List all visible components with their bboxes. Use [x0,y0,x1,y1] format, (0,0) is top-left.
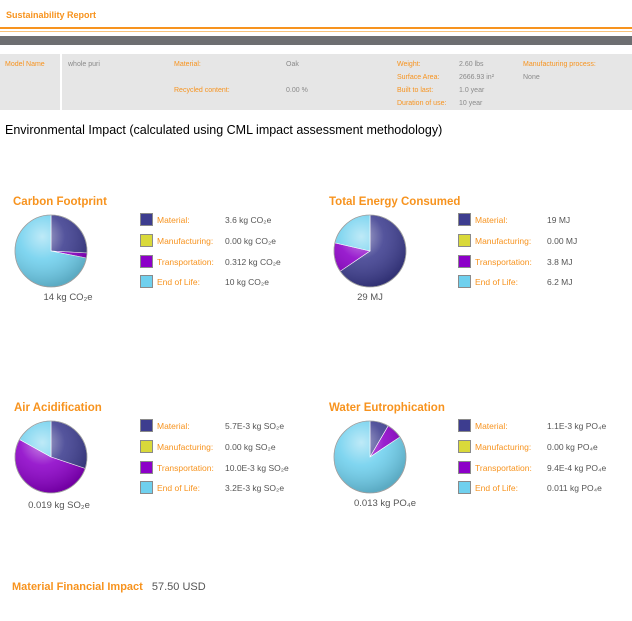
legend-swatch [140,213,153,226]
process-label: Manufacturing process: [523,61,596,68]
legend-label: Transportation: [157,463,214,473]
legend-swatch [140,481,153,494]
pie-gloss [333,214,407,288]
model-name-value: whole puri [68,61,100,68]
properties-divider [60,54,62,110]
header-rule [0,27,632,29]
built-label: Built to last: [397,87,434,94]
legend-swatch [458,461,471,474]
legend-swatch [458,275,471,288]
legend-swatch [140,461,153,474]
built-value: 1.0 year [459,87,485,94]
energy-total: 29 MJ [357,292,383,303]
legend-swatch [140,234,153,247]
material-value: Oak [286,61,299,68]
legend-value: 5.7E-3 kg SO₂e [225,421,285,431]
material-label: Material: [174,61,201,68]
legend-value: 9.4E-4 kg PO₄e [547,463,607,473]
recycled-label: Recycled content: [174,87,230,94]
panel-title: Water Eutrophication [329,402,445,414]
panel-title: Air Acidification [14,402,102,414]
process-value: None [523,74,540,81]
legend-swatch [458,481,471,494]
carbon-pie-chart [14,214,88,288]
legend-label: Manufacturing: [157,236,214,246]
pie-gloss [14,214,88,288]
legend-label: Material: [475,215,508,225]
model-name-label: Model Name [5,61,45,68]
section-bar [0,36,632,45]
legend-value: 0.00 kg SO₂e [225,442,276,452]
weight-label: Weight: [397,61,421,68]
legend-label: Material: [157,421,190,431]
legend-swatch [140,275,153,288]
legend-value: 0.011 kg PO₄e [547,483,602,493]
legend-label: Transportation: [157,257,214,267]
legend-label: End of Life: [475,277,519,287]
legend-label: Manufacturing: [475,442,532,452]
legend-value: 0.00 kg CO₂e [225,236,277,246]
legend-swatch [458,213,471,226]
legend-value: 6.2 MJ [547,277,573,287]
water-pie-chart [333,420,407,494]
surface-label: Surface Area: [397,74,440,81]
panel-title: Carbon Footprint [13,196,107,208]
air-pie-chart [14,420,88,494]
legend-label: End of Life: [475,483,519,493]
duration-label: Duration of use: [397,100,447,107]
pie-gloss [333,420,407,494]
legend-swatch [458,255,471,268]
recycled-value: 0.00 % [286,87,308,94]
legend-label: Material: [475,421,508,431]
pie-gloss [14,420,88,494]
duration-value: 10 year [459,100,483,107]
legend-value: 10.0E-3 kg SO₂e [225,463,289,473]
water-total: 0.013 kg PO₄e [354,498,416,509]
weight-value: 2.60 lbs [459,61,484,68]
legend-label: Manufacturing: [475,236,532,246]
legend-value: 0.312 kg CO₂e [225,257,281,267]
surface-value: 2666.93 in² [459,74,495,81]
report-title: Sustainability Report [6,10,97,20]
legend-value: 3.8 MJ [547,257,573,267]
legend-value: 10 kg CO₂e [225,277,269,287]
legend-swatch [140,419,153,432]
financial-impact-label: Material Financial Impact [12,581,143,593]
carbon-total: 14 kg CO₂e [43,292,93,303]
legend-value: 1.1E-3 kg PO₄e [547,421,607,431]
legend-swatch [458,419,471,432]
legend-value: 3.6 kg CO₂e [225,215,272,225]
legend-label: End of Life: [157,277,201,287]
legend-label: End of Life: [157,483,201,493]
financial-impact-value: 57.50 USD [151,581,206,593]
legend-label: Material: [157,215,190,225]
legend-label: Transportation: [475,463,532,473]
legend-value: 0.00 MJ [547,236,578,246]
properties-table: Model Name whole puri Material: Oak Recy… [0,54,632,110]
legend-swatch [140,255,153,268]
legend-swatch [458,440,471,453]
legend-value: 0.00 kg PO₄e [547,442,598,452]
legend-label: Manufacturing: [157,442,214,452]
legend-swatch [140,440,153,453]
panel-title: Total Energy Consumed [329,196,461,208]
legend-value: 19 MJ [547,215,571,225]
header-rule-thin [0,31,632,32]
financial-impact: Material Financial Impact 57.50 USD [12,581,206,593]
environmental-impact-heading: Environmental Impact (calculated using C… [5,123,443,137]
legend-value: 3.2E-3 kg SO₂e [225,483,285,493]
air-total: 0.019 kg SO₂e [28,500,90,511]
legend-swatch [458,234,471,247]
energy-pie-chart [333,214,407,288]
legend-label: Transportation: [475,257,532,267]
